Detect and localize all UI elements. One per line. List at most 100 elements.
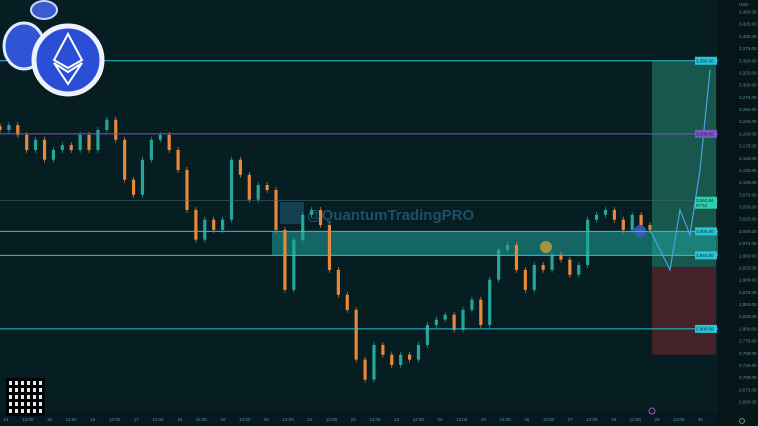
candle-body <box>505 245 510 250</box>
candle-body <box>425 324 429 345</box>
y-tick-label: 3,450.00 <box>739 10 757 15</box>
candle-body <box>416 344 421 360</box>
candle-body <box>140 159 145 195</box>
level-tag <box>695 196 717 209</box>
candle-body <box>310 209 314 215</box>
candle-body <box>194 209 198 240</box>
marker-yellow <box>540 241 552 253</box>
x-tick-label: 16 <box>90 417 96 422</box>
candle-body <box>648 225 652 230</box>
candle-body <box>96 129 100 150</box>
qr-code <box>6 378 45 416</box>
event-marker-icon <box>648 407 656 415</box>
candle-body <box>639 214 643 226</box>
y-tick-label: 3,175.00 <box>739 144 757 149</box>
level-tag <box>695 251 717 260</box>
level-label: 2,950.80 <box>696 253 714 258</box>
candle-body <box>149 139 153 160</box>
candle-body <box>434 319 438 325</box>
candle-body <box>407 354 412 360</box>
candle-body <box>354 309 358 360</box>
candle-body <box>42 139 47 160</box>
x-tick-label: 29 <box>654 417 660 422</box>
x-tick-label: 19 <box>220 417 226 422</box>
candle-body <box>60 145 64 150</box>
level-label: 3,350.00 <box>696 58 714 63</box>
y-tick-label: 2,825.00 <box>739 314 757 319</box>
x-tick-label: 12:00 <box>413 417 425 422</box>
candle-body <box>461 309 465 330</box>
x-tick-label: 27 <box>568 417 574 422</box>
candle-body <box>78 134 82 150</box>
candle-body <box>327 225 332 270</box>
candle-body <box>265 185 269 190</box>
y-tick-label: 2,900.00 <box>739 278 757 283</box>
x-tick-label: 30 <box>698 417 704 422</box>
candle-body <box>488 279 492 325</box>
x-tick-label: 12:00 <box>630 417 642 422</box>
candle-body <box>123 139 127 180</box>
candle-body <box>532 265 536 290</box>
level-tag <box>695 56 717 65</box>
level-tag <box>695 227 717 236</box>
y-tick-label: 3,375.00 <box>739 46 757 51</box>
candle-body <box>114 119 118 140</box>
y-tick-label: 3,125.00 <box>739 168 757 173</box>
x-tick-label: 21 <box>307 417 313 422</box>
level-label: 2,800.00 <box>696 326 714 331</box>
level-tag <box>695 324 717 333</box>
y-tick-label: 3,025.00 <box>739 217 757 222</box>
settings-gear-icon[interactable] <box>739 418 745 424</box>
candle-body <box>363 359 367 380</box>
y-tick-label: 2,775.00 <box>739 339 757 344</box>
candle-body <box>247 174 251 200</box>
candle-body <box>131 179 136 195</box>
candle-body <box>577 265 581 275</box>
x-tick-label: 12:00 <box>326 417 338 422</box>
watermark-text: @QuantumTradingPRO <box>307 207 474 224</box>
level-label: 3,200.00 <box>696 131 714 136</box>
candle-body <box>336 269 340 295</box>
price-axis <box>718 0 758 426</box>
candle-body <box>229 159 234 220</box>
y-tick-label: 2,675.00 <box>739 387 757 392</box>
candle-body <box>399 354 403 365</box>
currency-label: USD <box>739 2 749 7</box>
x-tick-label: 12:00 <box>22 417 34 422</box>
candle-body <box>452 314 456 330</box>
level-tag <box>695 129 717 138</box>
candle-body <box>16 125 20 135</box>
x-tick-label: 12:00 <box>586 417 598 422</box>
candle-body <box>238 159 243 175</box>
candle-body <box>51 149 56 160</box>
candle-body <box>372 344 376 380</box>
x-tick-label: 12:00 <box>109 417 121 422</box>
eth-logo <box>2 0 107 100</box>
x-tick-label: 12:00 <box>239 417 251 422</box>
demand-zone <box>272 231 718 256</box>
candle-body <box>203 219 207 240</box>
candle-body <box>274 189 278 230</box>
candle-body <box>568 259 572 275</box>
candle-body <box>25 134 29 150</box>
candle-body <box>612 209 616 220</box>
x-tick-label: 15 <box>47 417 53 422</box>
loss-zone <box>652 266 716 355</box>
x-tick-label: 12:00 <box>369 417 381 422</box>
candle-body <box>390 354 394 365</box>
candle-body <box>586 219 590 266</box>
y-tick-label: 3,000.00 <box>739 229 757 234</box>
candle-body <box>381 344 385 355</box>
candle-body <box>630 214 634 230</box>
y-tick-label: 3,225.00 <box>739 119 757 124</box>
candle-body <box>594 214 599 220</box>
x-tick-label: 24 <box>437 417 443 422</box>
x-tick-label: 12:00 <box>65 417 77 422</box>
x-tick-label: 12:00 <box>499 417 511 422</box>
candle-body <box>621 219 625 230</box>
candle-body <box>283 229 287 290</box>
x-tick-label: 18 <box>177 417 183 422</box>
y-tick-label: 3,350.00 <box>739 58 757 63</box>
candle-body <box>479 299 483 325</box>
